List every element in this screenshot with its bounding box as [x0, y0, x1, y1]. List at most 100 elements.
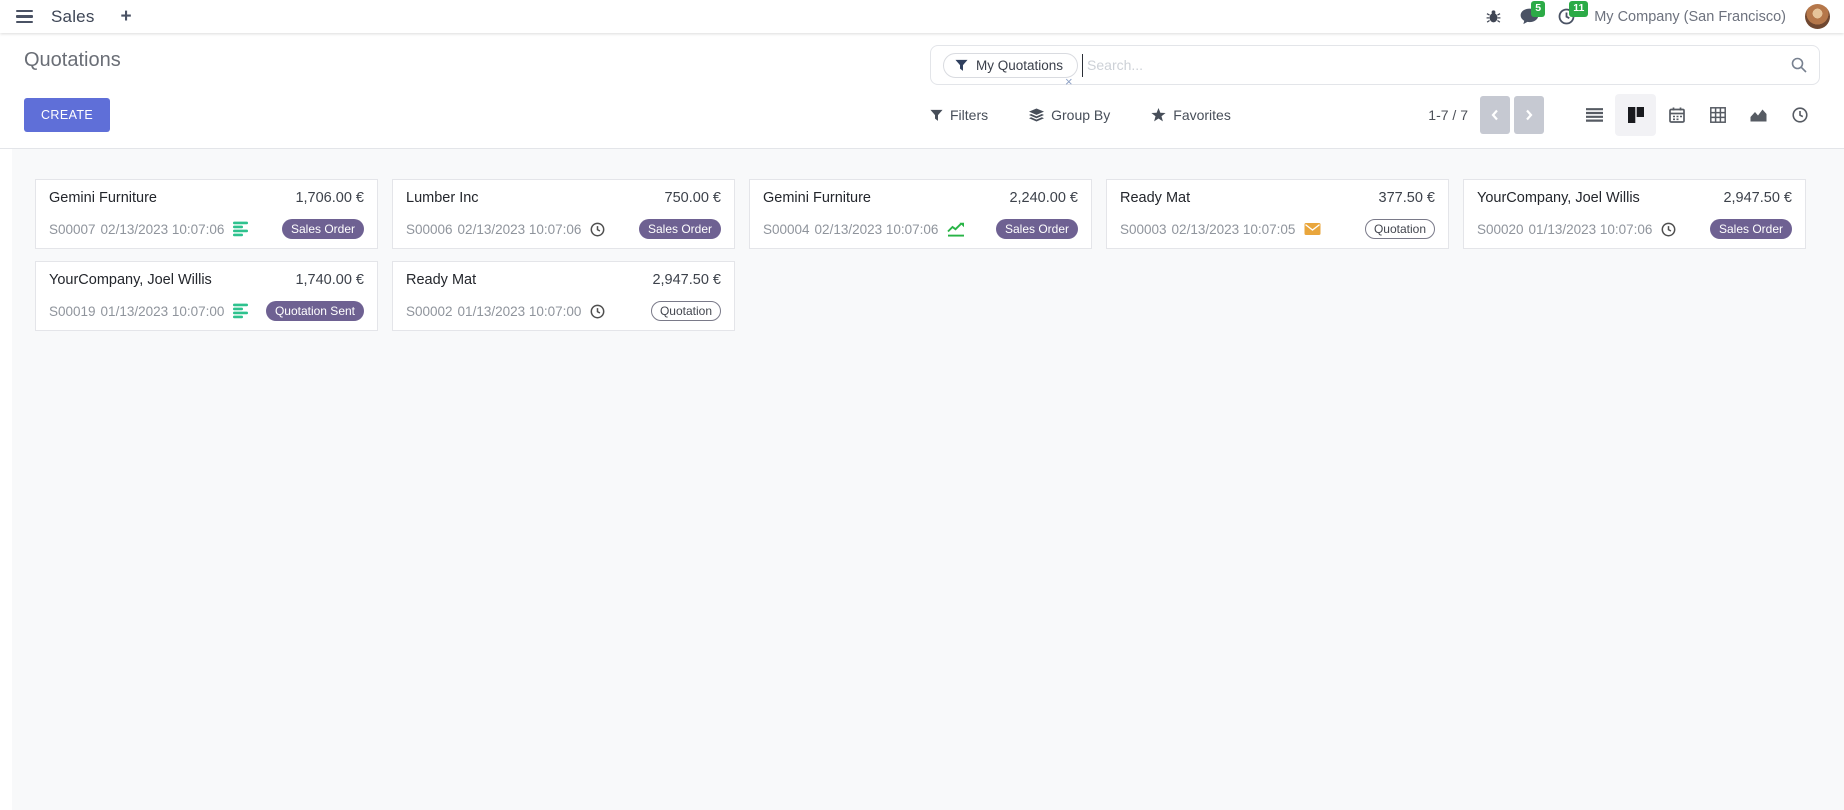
- user-avatar[interactable]: [1805, 4, 1830, 29]
- status-badge: Sales Order: [638, 219, 721, 239]
- clock-activity-icon: [590, 304, 605, 319]
- facet-remove-icon[interactable]: ×: [1065, 74, 1073, 89]
- customer-name: Gemini Furniture: [763, 190, 871, 206]
- messages-icon[interactable]: 5: [1520, 1, 1546, 25]
- amount-total: 2,240.00 €: [1009, 190, 1078, 206]
- envelope-activity-icon: [1304, 223, 1321, 235]
- chevron-right-icon: [1526, 109, 1533, 121]
- text-caret: [1082, 53, 1084, 77]
- activity-state-icon[interactable]: [1661, 222, 1676, 237]
- view-switch-list[interactable]: [1574, 94, 1615, 136]
- view-switch-graph[interactable]: [1738, 94, 1779, 136]
- order-datetime: 01/13/2023 10:07:00: [100, 303, 225, 319]
- pivot-view-icon: [1709, 107, 1726, 123]
- customer-name: Ready Mat: [406, 272, 477, 288]
- quotation-card[interactable]: YourCompany, Joel Willis 2,947.50 € S000…: [1463, 179, 1806, 249]
- pager-range: 1-7 / 7: [1428, 107, 1468, 123]
- amount-total: 377.50 €: [1378, 190, 1435, 206]
- favorites-label: Favorites: [1173, 107, 1231, 123]
- order-datetime: 01/13/2023 10:07:06: [1528, 221, 1653, 237]
- order-datetime: 02/13/2023 10:07:06: [100, 221, 225, 237]
- customer-name: Gemini Furniture: [49, 190, 157, 206]
- view-switcher: [1574, 94, 1820, 136]
- quotation-card[interactable]: YourCompany, Joel Willis 1,740.00 € S000…: [35, 261, 378, 331]
- customer-name: YourCompany, Joel Willis: [49, 272, 212, 288]
- kanban-view: Gemini Furniture 1,706.00 € S00007 02/13…: [12, 149, 1844, 810]
- create-button[interactable]: CREATE: [24, 98, 111, 132]
- activity-state-icon[interactable]: [233, 303, 249, 319]
- kanban-card-list: Gemini Furniture 1,706.00 € S00007 02/13…: [35, 179, 1814, 331]
- amount-total: 2,947.50 €: [1723, 190, 1792, 206]
- order-reference: S00020: [1477, 221, 1524, 237]
- order-reference: S00007: [49, 221, 96, 237]
- amount-total: 750.00 €: [664, 190, 721, 206]
- graph-view-icon: [1750, 109, 1767, 122]
- search-bar[interactable]: My Quotations ×: [930, 45, 1820, 89]
- status-badge: Quotation Sent: [265, 301, 364, 321]
- messages-count-badge: 5: [1531, 1, 1546, 17]
- calendar-view-icon: [1668, 107, 1685, 123]
- group-by-label: Group By: [1051, 107, 1111, 123]
- top-navbar: Sales + 5 11 My Company (San Francisco): [0, 0, 1844, 33]
- status-badge: Quotation: [650, 301, 721, 321]
- order-datetime: 02/13/2023 10:07:05: [1171, 221, 1296, 237]
- order-reference: S00019: [49, 303, 96, 319]
- list-activity-icon: [233, 221, 249, 237]
- company-name[interactable]: My Company (San Francisco): [1594, 8, 1786, 25]
- amount-total: 1,740.00 €: [295, 272, 364, 288]
- debug-bug-icon[interactable]: [1486, 9, 1501, 24]
- quotation-card[interactable]: Lumber Inc 750.00 € S00006 02/13/2023 10…: [392, 179, 735, 249]
- app-name[interactable]: Sales: [51, 6, 95, 26]
- clock-activity-icon: [1661, 222, 1676, 237]
- customer-name: Lumber Inc: [406, 190, 479, 206]
- status-badge: Sales Order: [995, 219, 1078, 239]
- activity-state-icon[interactable]: [590, 222, 605, 237]
- activity-state-icon[interactable]: [947, 222, 965, 237]
- clock-activity-icon: [590, 222, 605, 237]
- order-reference: S00003: [1120, 221, 1167, 237]
- customer-name: YourCompany, Joel Willis: [1477, 190, 1640, 206]
- activities-clock-icon[interactable]: 11: [1558, 1, 1589, 25]
- search-icon[interactable]: [1791, 57, 1807, 73]
- chevron-left-icon: [1491, 109, 1498, 121]
- list-activity-icon: [233, 303, 249, 319]
- search-input[interactable]: [1087, 57, 1791, 73]
- order-datetime: 01/13/2023 10:07:00: [457, 303, 582, 319]
- amount-total: 1,706.00 €: [295, 190, 364, 206]
- search-facet-my-quotations[interactable]: My Quotations: [943, 52, 1079, 78]
- order-reference: S00002: [406, 303, 453, 319]
- view-switch-pivot[interactable]: [1697, 94, 1738, 136]
- quotation-card[interactable]: Gemini Furniture 1,706.00 € S00007 02/13…: [35, 179, 378, 249]
- view-switch-activity[interactable]: [1779, 94, 1820, 136]
- activity-state-icon[interactable]: [590, 304, 605, 319]
- filters-dropdown[interactable]: Filters: [930, 101, 988, 129]
- kanban-view-icon: [1627, 107, 1644, 123]
- view-switch-kanban[interactable]: [1615, 94, 1656, 136]
- filter-funnel-icon: [930, 109, 943, 121]
- pager-previous-button[interactable]: [1480, 96, 1510, 134]
- order-datetime: 02/13/2023 10:07:06: [457, 221, 582, 237]
- order-reference: S00004: [763, 221, 810, 237]
- quotation-card[interactable]: Gemini Furniture 2,240.00 € S00004 02/13…: [749, 179, 1092, 249]
- activities-count-badge: 11: [1569, 1, 1589, 17]
- favorites-dropdown[interactable]: Favorites: [1151, 101, 1231, 129]
- order-reference: S00006: [406, 221, 453, 237]
- page-title: Quotations: [24, 49, 121, 71]
- amount-total: 2,947.50 €: [652, 272, 721, 288]
- control-panel: Quotations My Quotations × CREATE Filter…: [0, 33, 1844, 149]
- activity-view-icon: [1791, 107, 1808, 123]
- view-switch-calendar[interactable]: [1656, 94, 1697, 136]
- activity-state-icon[interactable]: [233, 221, 249, 237]
- pager-next-button[interactable]: [1514, 96, 1544, 134]
- quotation-card[interactable]: Ready Mat 377.50 € S00003 02/13/2023 10:…: [1106, 179, 1449, 249]
- customer-name: Ready Mat: [1120, 190, 1191, 206]
- trend-activity-icon: [947, 222, 965, 237]
- apps-menu-icon[interactable]: [14, 8, 35, 26]
- group-by-dropdown[interactable]: Group By: [1029, 101, 1110, 129]
- layers-icon: [1029, 107, 1045, 121]
- status-badge: Quotation: [1364, 219, 1435, 239]
- new-tab-button[interactable]: +: [120, 6, 132, 27]
- quotation-card[interactable]: Ready Mat 2,947.50 € S00002 01/13/2023 1…: [392, 261, 735, 331]
- activity-state-icon[interactable]: [1304, 223, 1321, 235]
- filters-label: Filters: [950, 107, 989, 123]
